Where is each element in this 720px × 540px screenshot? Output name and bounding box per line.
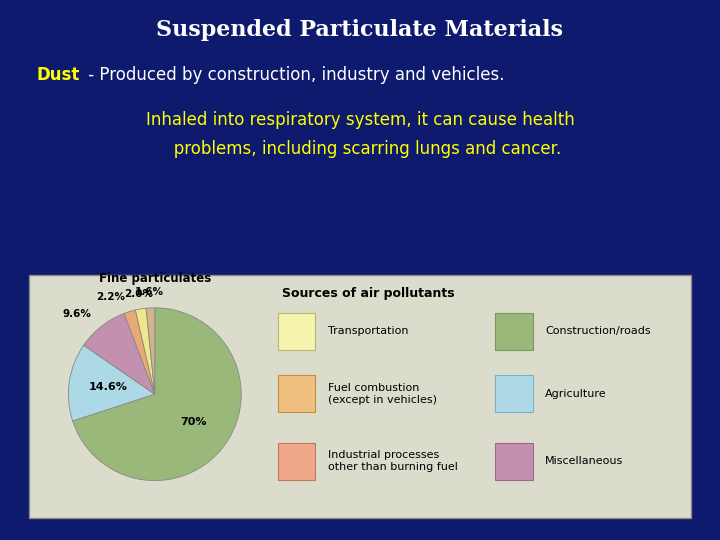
Wedge shape [124, 310, 155, 394]
Text: Agriculture: Agriculture [545, 389, 607, 399]
Wedge shape [84, 314, 155, 394]
Bar [278, 375, 315, 413]
Text: Fuel combustion
(except in vehicles): Fuel combustion (except in vehicles) [328, 383, 437, 405]
Wedge shape [135, 308, 155, 394]
Text: Transportation: Transportation [328, 326, 408, 336]
Text: Miscellaneous: Miscellaneous [545, 456, 624, 466]
Text: Sources of air pollutants: Sources of air pollutants [282, 287, 454, 300]
Wedge shape [146, 308, 155, 394]
Text: Dust: Dust [36, 66, 79, 84]
Text: 70%: 70% [180, 417, 207, 427]
Text: Suspended Particulate Materials: Suspended Particulate Materials [156, 19, 564, 41]
Text: 2.2%: 2.2% [96, 292, 125, 302]
Bar [495, 375, 533, 413]
Text: 2.0%: 2.0% [124, 288, 153, 299]
Text: Construction/roads: Construction/roads [545, 326, 651, 336]
Text: - Produced by construction, industry and vehicles.: - Produced by construction, industry and… [83, 66, 504, 84]
Bar [278, 313, 315, 350]
Wedge shape [73, 308, 241, 481]
Bar [495, 313, 533, 350]
Text: 14.6%: 14.6% [89, 382, 127, 393]
Wedge shape [68, 345, 155, 421]
Title: Fine particulates: Fine particulates [99, 272, 211, 285]
Bar [495, 443, 533, 480]
Bar [29, 275, 691, 518]
Text: 9.6%: 9.6% [63, 309, 92, 319]
Bar [278, 443, 315, 480]
Text: 1.6%: 1.6% [135, 287, 164, 298]
Text: Industrial processes
other than burning fuel: Industrial processes other than burning … [328, 450, 458, 472]
Text: problems, including scarring lungs and cancer.: problems, including scarring lungs and c… [158, 140, 562, 158]
Text: Inhaled into respiratory system, it can cause health: Inhaled into respiratory system, it can … [145, 111, 575, 129]
